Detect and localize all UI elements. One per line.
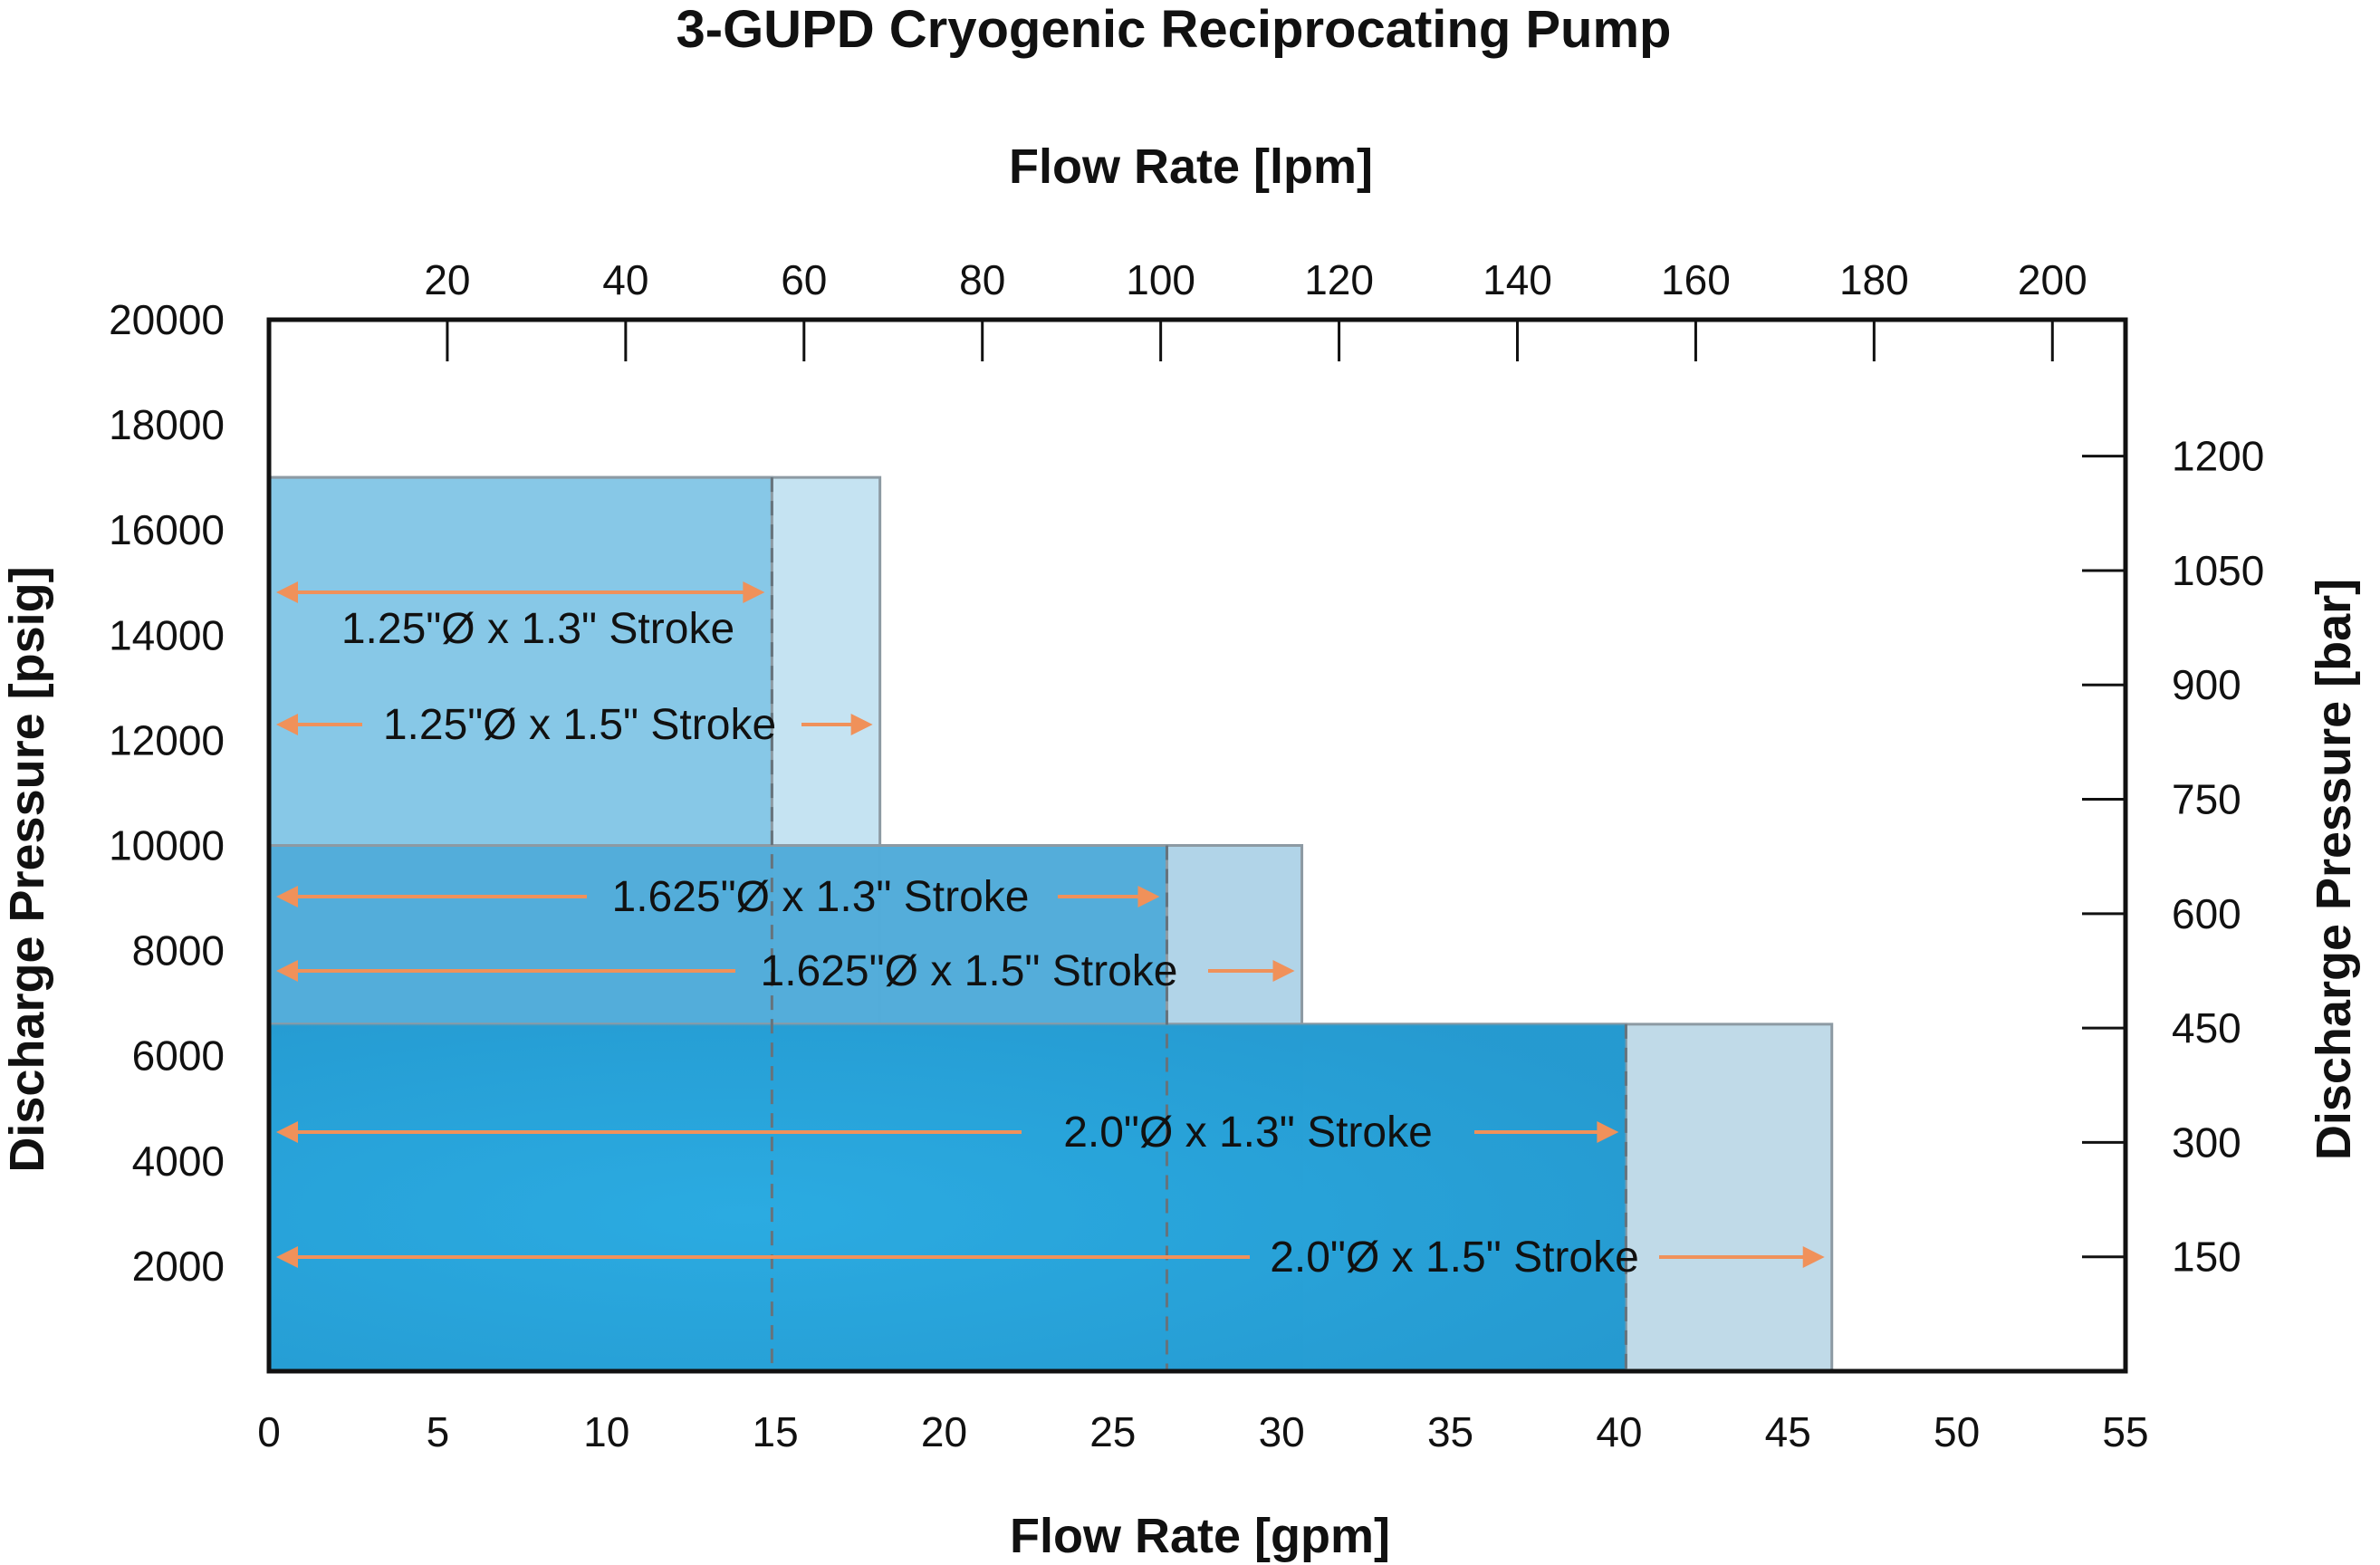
x-bottom-tick-label: 55 xyxy=(2102,1408,2148,1455)
y-right-tick-label: 750 xyxy=(2172,776,2241,823)
y-right-tick-label: 150 xyxy=(2172,1234,2241,1281)
x-top-tick-label: 100 xyxy=(1126,256,1195,303)
y-left-tick-label: 20000 xyxy=(109,296,225,343)
x-top-tick-label: 180 xyxy=(1839,256,1909,303)
y-left-tick-label: 2000 xyxy=(132,1243,225,1290)
range-arrows xyxy=(276,581,1825,1268)
band-rects xyxy=(267,475,1834,1373)
arrow-head-5 xyxy=(1802,1246,1825,1268)
arrow-head-2 xyxy=(276,886,298,907)
x-bottom-tick-label: 45 xyxy=(1765,1408,1811,1455)
arrow-head-4 xyxy=(1597,1121,1619,1143)
x-bottom-tick-label: 25 xyxy=(1089,1408,1136,1455)
x-bottom-tick-label: 30 xyxy=(1259,1408,1305,1455)
band-glow xyxy=(269,1023,1627,1371)
y-right-tick-label: 1050 xyxy=(2172,547,2264,594)
chart-title: 3-GUPD Cryogenic Reciprocating Pump xyxy=(677,0,1672,59)
y-right-tick-label: 450 xyxy=(2172,1004,2241,1051)
x-top-tick-label: 80 xyxy=(959,256,1005,303)
y-left-tick-label: 4000 xyxy=(132,1138,225,1185)
x-top-tick-label: 120 xyxy=(1304,256,1374,303)
x-top-tick-label: 160 xyxy=(1661,256,1731,303)
x-top-tick-label: 20 xyxy=(424,256,470,303)
arrow-head-2 xyxy=(1137,886,1160,907)
plot-frame xyxy=(266,317,2128,1374)
arrow-head-4 xyxy=(276,1121,298,1143)
y-right-tick-label: 300 xyxy=(2172,1119,2241,1166)
arrow-head-3 xyxy=(276,960,298,982)
x-bottom-tick-label: 50 xyxy=(1934,1408,1980,1455)
x-top-tick-label: 40 xyxy=(602,256,648,303)
arrow-head-5 xyxy=(276,1246,298,1268)
band-label-3: 1.625"Ø x 1.5" Stroke xyxy=(761,947,1178,995)
y-axis-left-title: Discharge Pressure [psig] xyxy=(0,566,54,1172)
band-label-1: 1.25"Ø x 1.5" Stroke xyxy=(383,701,776,749)
stroke-dividers xyxy=(770,477,1627,1371)
y-right-tick-label: 1200 xyxy=(2172,433,2264,480)
y-right-tick-label: 600 xyxy=(2172,890,2241,937)
band-label-5: 2.0"Ø x 1.5" Stroke xyxy=(1270,1234,1639,1282)
y-left-tick-label: 8000 xyxy=(132,927,225,975)
x-axis-bottom-title: Flow Rate [gpm] xyxy=(1010,1509,1390,1563)
y-left-tick-label: 10000 xyxy=(109,822,225,869)
x-bottom-tick-label: 5 xyxy=(427,1408,450,1455)
band-label-4: 2.0"Ø x 1.3" Stroke xyxy=(1063,1109,1433,1157)
axis-ticks: 0 5 10 15 20 25 30 35 40 45 50 55 20 40 60 80 100 120 140 1… xyxy=(109,256,2264,1455)
band-label-0: 1.25"Ø x 1.3" Stroke xyxy=(341,605,734,653)
x-bottom-tick-label: 40 xyxy=(1596,1408,1642,1455)
x-bottom-tick-label: 15 xyxy=(753,1408,799,1455)
arrow-head-0 xyxy=(276,581,298,603)
arrow-head-1 xyxy=(850,714,873,735)
band-labels: 1.25"Ø x 1.3" Stroke 1.25"Ø x 1.5" Stroke… xyxy=(341,605,1639,1282)
x-top-tick-label: 140 xyxy=(1483,256,1552,303)
x-bottom-tick-label: 20 xyxy=(921,1408,967,1455)
y-left-tick-label: 6000 xyxy=(132,1032,225,1080)
y-left-tick-label: 14000 xyxy=(109,611,225,658)
x-bottom-tick-label: 35 xyxy=(1427,1408,1473,1455)
x-top-tick-label: 60 xyxy=(781,256,827,303)
x-axis-top-title: Flow Rate [lpm] xyxy=(1009,139,1373,194)
arrow-head-1 xyxy=(276,714,298,735)
y-left-tick-label: 18000 xyxy=(109,401,225,448)
y-left-tick-label: 16000 xyxy=(109,506,225,553)
band-label-2: 1.625"Ø x 1.3" Stroke xyxy=(612,873,1030,921)
arrow-head-3 xyxy=(1272,960,1295,982)
x-bottom-tick-label: 0 xyxy=(257,1408,281,1455)
arrow-head-0 xyxy=(743,581,765,603)
y-left-tick-label: 12000 xyxy=(109,716,225,763)
x-bottom-tick-label: 10 xyxy=(583,1408,629,1455)
x-top-tick-label: 200 xyxy=(2018,256,2087,303)
y-axis-right-title: Discharge Pressure [bar] xyxy=(2307,579,2361,1160)
y-right-tick-label: 900 xyxy=(2172,661,2241,708)
